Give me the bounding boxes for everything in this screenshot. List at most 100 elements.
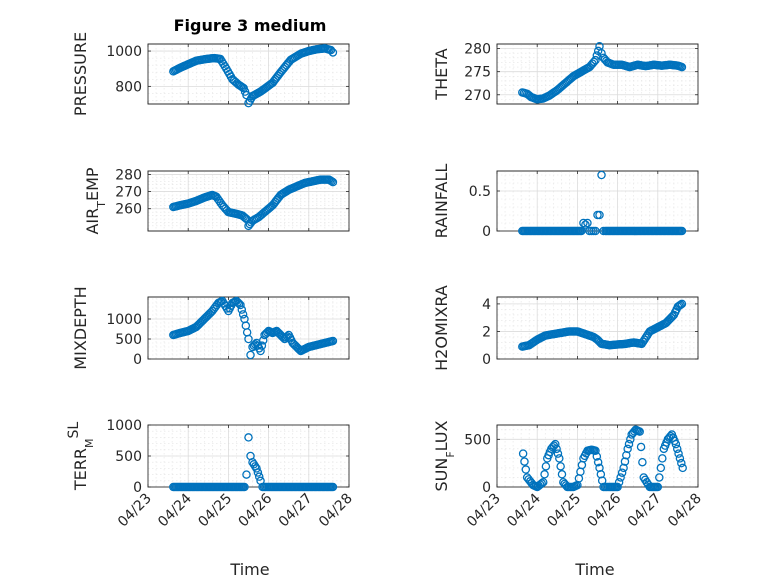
x-tick-label: 04/27: [276, 491, 316, 531]
subplot-6: 0 500 1000 04/23 04/24 04/25 04/26 04/27 04/28 TE…: [66, 418, 356, 530]
data-point: [583, 218, 592, 228]
x-axis-title-right: Time: [574, 560, 614, 579]
y-tick-label: 0.5: [469, 184, 491, 200]
data-point: [557, 470, 567, 479]
data-point: [552, 444, 561, 454]
data-point: [623, 444, 632, 454]
data-point: [555, 454, 564, 463]
data-point: [614, 477, 624, 487]
data-point: [656, 463, 666, 473]
data-point: [238, 82, 247, 92]
y-tick-label: 260: [115, 202, 142, 218]
data-point: [592, 452, 602, 461]
subplot-5: 0 2 4 H2OMIXRA: [432, 285, 699, 371]
axes-frame: [496, 424, 699, 488]
data-point: [237, 305, 247, 314]
y-tick-label: 0: [133, 480, 142, 496]
data-point: [540, 470, 549, 479]
y-tick-label: 280: [115, 167, 142, 183]
data-point: [252, 464, 261, 473]
y-axis-title: H2OMIXRA: [432, 285, 451, 371]
data-point: [677, 299, 687, 309]
x-tick-label: 04/23: [464, 491, 504, 531]
data-point: [655, 473, 664, 482]
y-tick-label: 270: [115, 185, 142, 201]
data-point: [240, 482, 249, 492]
subplot-3: 0 0.5 RAINFALL: [432, 164, 699, 240]
data-point: [636, 442, 646, 452]
data-point: [595, 210, 604, 220]
data-point: [677, 458, 686, 468]
data-point: [239, 212, 249, 221]
data-point: [581, 220, 590, 229]
data-point: [236, 300, 245, 310]
x-tick-label: 04/23: [115, 491, 155, 531]
data-point: [327, 177, 336, 186]
y-tick-label: 270: [464, 88, 491, 104]
data-point: [246, 350, 255, 360]
subplot-1: 270 275 280 THETA: [432, 42, 699, 105]
x-tick-label: 04/25: [544, 491, 584, 531]
data-point: [553, 449, 563, 458]
data-point: [675, 454, 685, 463]
x-tick-label: 04/24: [504, 490, 544, 530]
y-tick-label: 1000: [106, 418, 142, 434]
data-point: [617, 468, 627, 477]
y-tick-label: 0: [482, 352, 491, 368]
y-axis-title: MIXDEPTH: [71, 286, 90, 369]
y-tick-label: 0: [482, 224, 491, 240]
data-point: [233, 298, 243, 307]
y-tick-label: 4: [482, 297, 491, 313]
data-point: [556, 462, 565, 471]
data-point: [624, 439, 634, 449]
figure-title: Figure 3 medium: [174, 16, 327, 35]
data-point: [591, 55, 600, 65]
data-point: [240, 213, 250, 223]
data-point: [672, 444, 682, 454]
y-tick-label: 500: [115, 449, 142, 465]
data-point: [254, 472, 264, 481]
y-tick-label: 1000: [106, 44, 142, 60]
y-axis-title: AIRTEMP: [83, 167, 108, 234]
y-axis-title: SUNFLUX: [432, 420, 457, 491]
data-point: [551, 439, 560, 449]
data-point: [638, 457, 647, 467]
x-tick-label: 04/28: [665, 491, 705, 531]
x-axis-title-left: Time: [229, 560, 269, 579]
y-axis-title: PRESSURE: [71, 32, 90, 116]
x-tick-label: 04/25: [195, 491, 235, 531]
data-point: [591, 226, 600, 236]
y-axis-title: THETA: [432, 48, 451, 100]
y-tick-label: 0: [133, 352, 142, 368]
data-point: [593, 457, 603, 467]
x-tick-label: 04/24: [155, 490, 195, 530]
subplot-0: 800 1000 PRESSURE: [71, 32, 350, 116]
y-tick-label: 800: [115, 79, 142, 95]
data-point: [616, 473, 625, 482]
axes-frame: [147, 296, 350, 360]
y-axis-title: TERRMSL: [66, 422, 96, 492]
data-point: [328, 336, 338, 346]
data-point: [520, 457, 529, 466]
data-point: [518, 449, 528, 458]
x-tick-label: 04/27: [625, 491, 665, 531]
y-tick-label: 1000: [106, 312, 142, 328]
data-point: [238, 310, 248, 319]
data-point: [674, 449, 683, 458]
y-tick-label: 280: [464, 42, 491, 58]
data-point: [671, 439, 681, 449]
data-point: [328, 177, 338, 187]
data-point: [537, 479, 546, 488]
data-point: [328, 482, 338, 492]
data-point: [658, 454, 667, 463]
y-tick-label: 500: [115, 332, 142, 348]
data-point: [256, 346, 265, 356]
axes-frame: [496, 43, 699, 105]
data-point: [538, 477, 548, 487]
data-point: [326, 45, 336, 55]
y-tick-label: 2: [482, 324, 491, 340]
data-point: [328, 48, 338, 57]
data-point: [591, 446, 600, 456]
data-point: [242, 470, 251, 479]
axes-frame: [496, 296, 699, 360]
